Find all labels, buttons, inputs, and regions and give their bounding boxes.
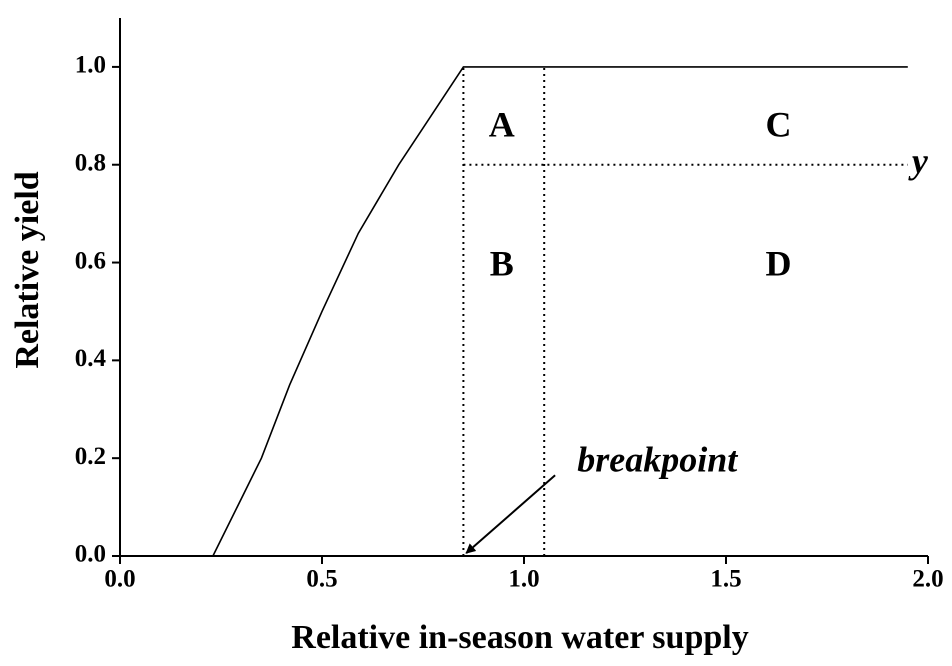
y-tick-label: 0.4: [75, 345, 107, 372]
x-tick-label: 2.0: [912, 566, 943, 593]
annotation: A: [489, 104, 515, 144]
arrow: [465, 474, 556, 554]
y-tick-label: 0.2: [75, 443, 106, 470]
annotation: D: [766, 244, 792, 284]
y-tick-label: 1.0: [75, 52, 106, 79]
x-axis-title: Relative in-season water supply: [291, 619, 748, 656]
annotation: C: [766, 104, 792, 144]
x-tick-label: 1.5: [710, 566, 741, 593]
annotation: B: [490, 244, 514, 284]
x-tick-label: 0.5: [306, 566, 337, 593]
annotation: y: [908, 141, 929, 181]
y-tick-label: 0.8: [75, 149, 106, 176]
annotation: breakpoint: [577, 439, 738, 479]
y-tick-label: 0.6: [75, 247, 106, 274]
x-tick-label: 1.0: [508, 566, 539, 593]
y-tick-label: 0.0: [75, 541, 106, 568]
x-tick-label: 0.0: [104, 566, 135, 593]
line: [212, 66, 908, 557]
y-axis-title: Relative yield: [9, 171, 46, 368]
